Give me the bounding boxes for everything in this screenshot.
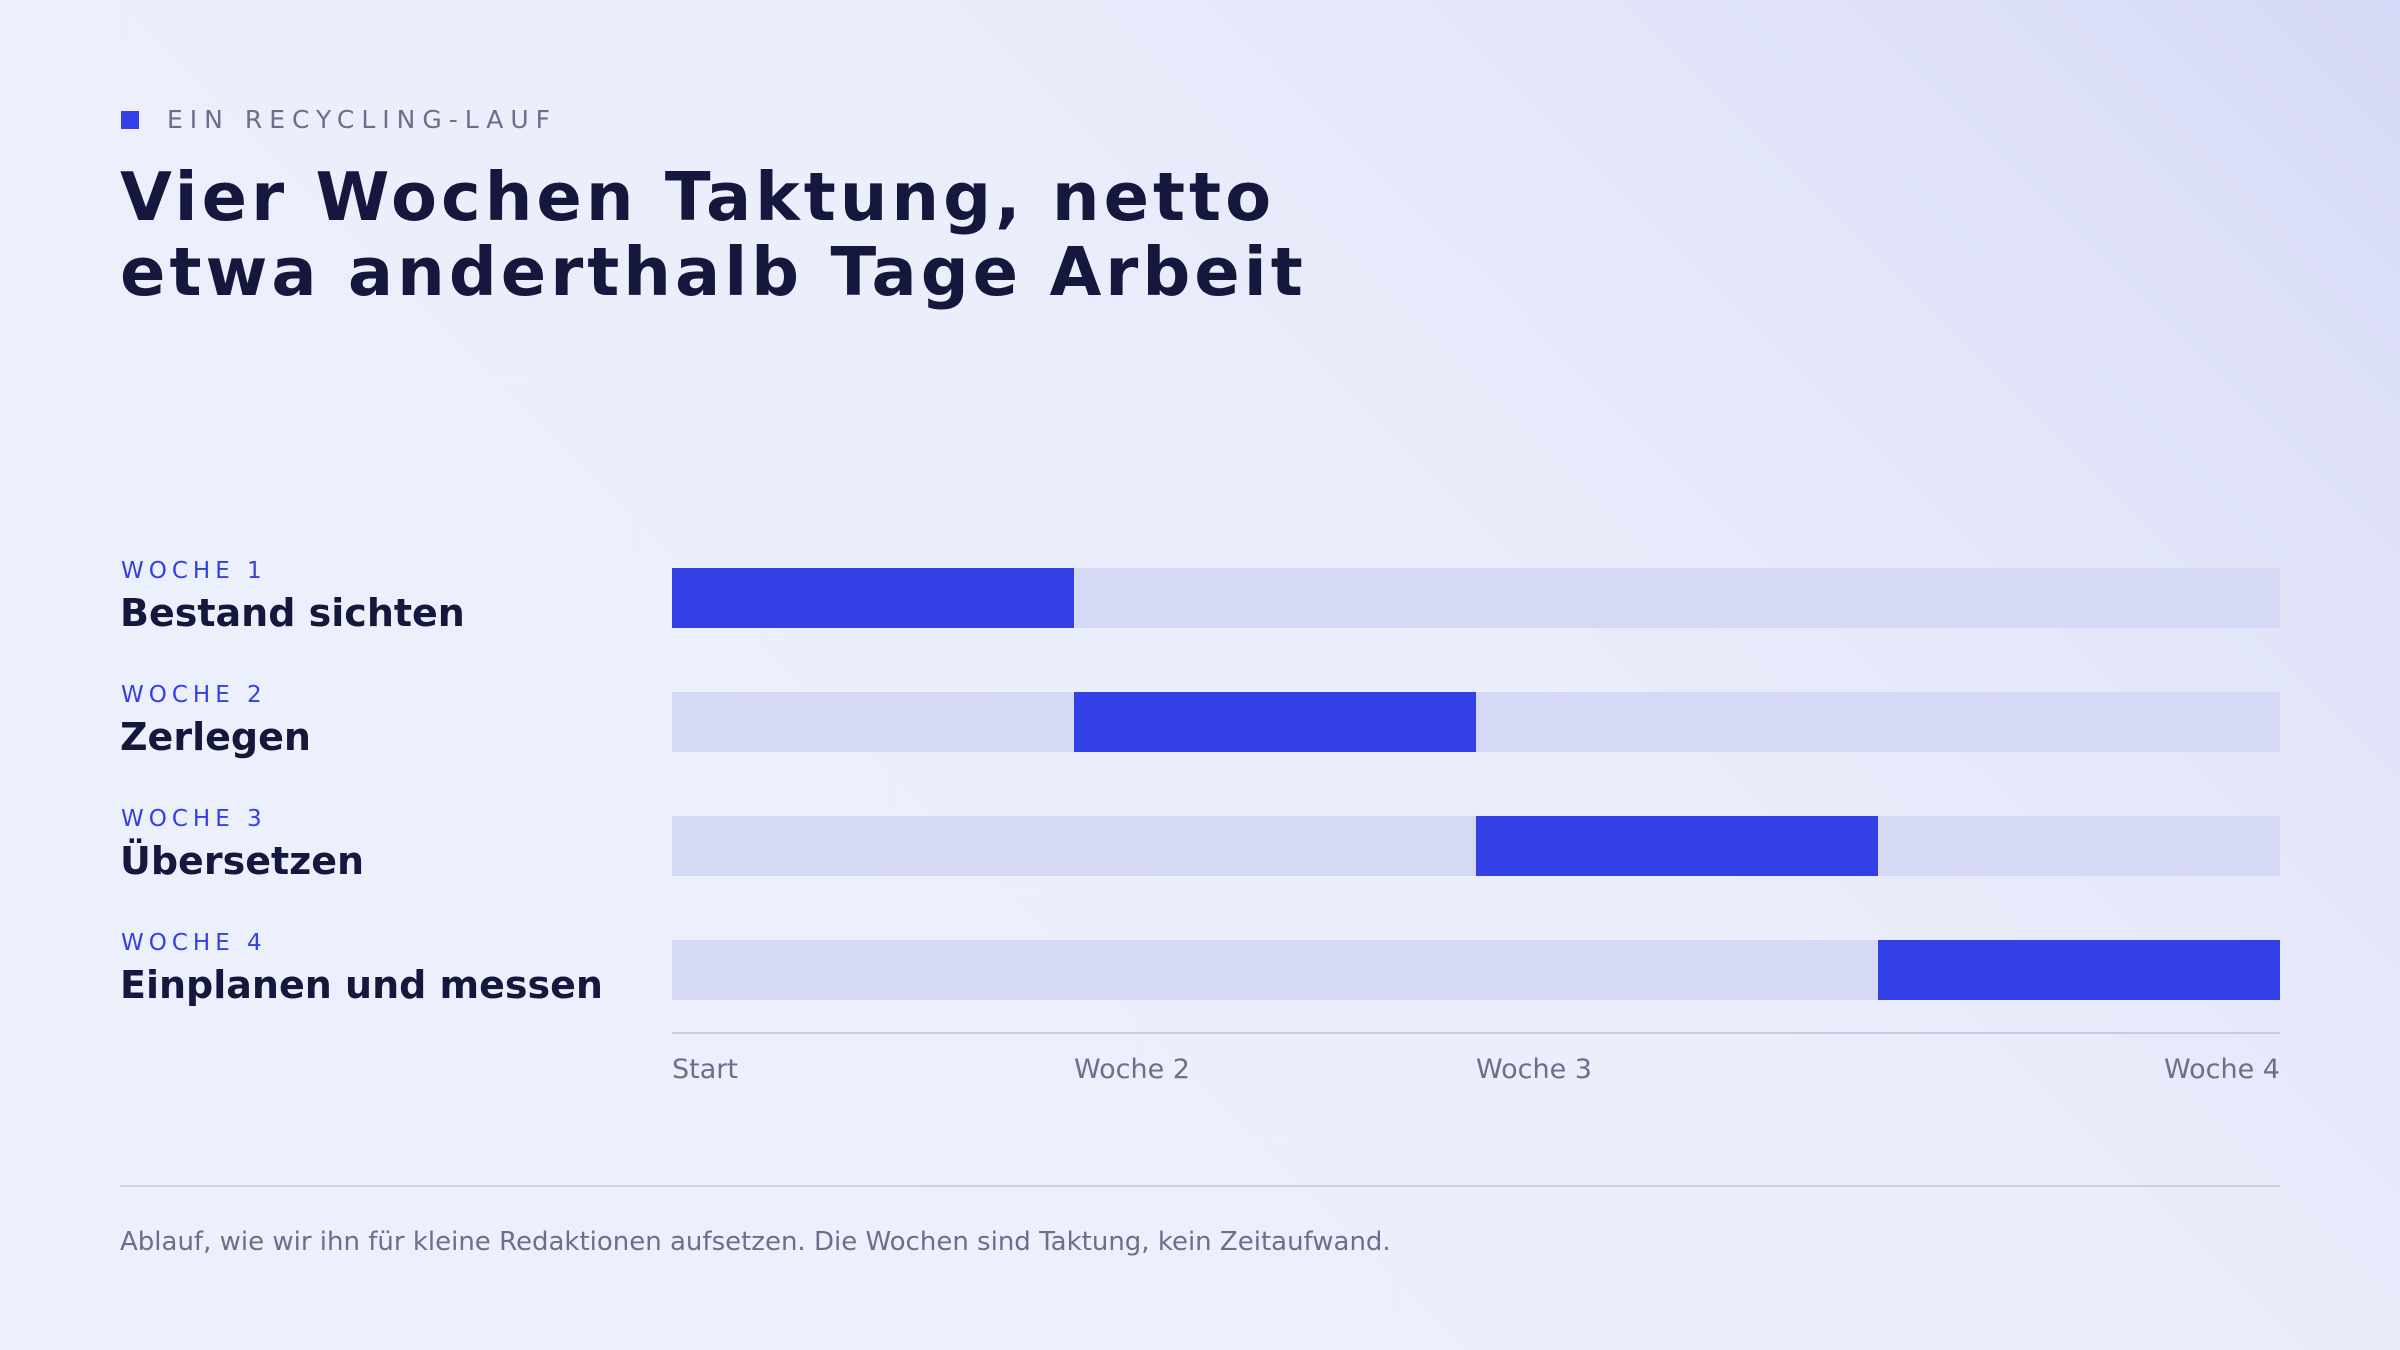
row-week-label: WOCHE 4 [121, 930, 267, 956]
row-task-name: Zerlegen [120, 715, 311, 759]
x-tick-label: Woche 2 [1074, 1054, 1190, 1085]
bar-track [672, 940, 2280, 1000]
page-title: Vier Wochen Taktung, netto etwa andertha… [120, 158, 1307, 311]
x-tick-label: Woche 4 [2164, 1054, 2280, 1085]
x-tick-label: Woche 3 [1476, 1054, 1592, 1085]
eyebrow: EIN RECYCLING-LAUF [121, 105, 557, 135]
bar-track [672, 568, 2280, 628]
x-tick-label: Start [672, 1054, 738, 1085]
bar [672, 568, 1074, 628]
bar [1074, 692, 1476, 752]
row-task-name: Einplanen und messen [120, 963, 603, 1007]
eyebrow-label: EIN RECYCLING-LAUF [167, 105, 558, 134]
bar-track [672, 816, 2280, 876]
row-week-label: WOCHE 3 [121, 806, 267, 832]
row-task-name: Bestand sichten [120, 591, 465, 635]
row-week-label: WOCHE 1 [121, 558, 267, 584]
bar-track [672, 692, 2280, 752]
footer-divider [120, 1185, 2280, 1187]
row-week-label: WOCHE 2 [121, 682, 267, 708]
footnote: Ablauf, wie wir ihn für kleine Redaktion… [120, 1227, 1391, 1257]
bar [1476, 816, 1878, 876]
row-task-name: Übersetzen [120, 839, 365, 883]
bar [1878, 940, 2280, 1000]
x-axis-line [672, 1032, 2280, 1034]
eyebrow-square-icon [121, 111, 139, 129]
